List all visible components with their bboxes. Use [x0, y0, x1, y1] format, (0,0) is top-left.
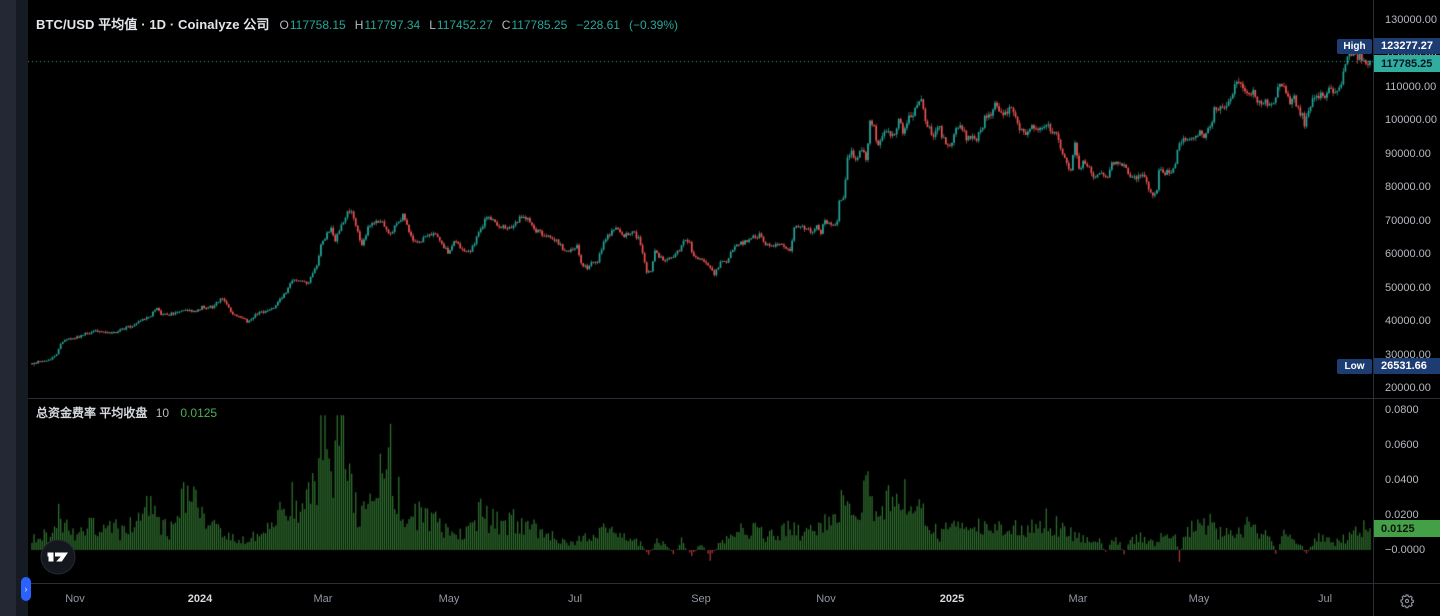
funding-value-badge: 0.0125	[1374, 520, 1440, 537]
indicator-header[interactable]: 总资金费率 平均收盘 10 0.0125	[36, 404, 217, 421]
time-axis[interactable]: Nov 2024 Mar May Jul Sep Nov 2025 Mar May Jul	[0, 584, 1440, 616]
price-axis-tick: 100000.00	[1385, 114, 1437, 127]
price-axis-tick: 90000.00	[1385, 147, 1431, 160]
price-axis-tick: 50000.00	[1385, 281, 1431, 294]
indicator-title: 总资金费率 平均收盘	[36, 406, 148, 420]
price-axis-tick: 60000.00	[1385, 248, 1431, 261]
high-label-badge: High	[1337, 39, 1372, 54]
price-axis-tick: 20000.00	[1385, 382, 1431, 394]
ohlc-number: 117452.27	[436, 18, 493, 32]
tradingview-logo[interactable]	[40, 539, 76, 575]
price-axis-separator	[1373, 0, 1374, 616]
ohlc-number: 117785.25	[511, 18, 568, 32]
time-axis-month-label: Jul	[1317, 593, 1333, 605]
funding-axis-tick: 0.0400	[1385, 474, 1419, 486]
price-chart-canvas[interactable]	[28, 0, 1373, 616]
ohlc-letter: L	[429, 18, 436, 32]
time-axis-month-label: Mar	[1068, 593, 1088, 605]
time-axis-year-label: 2025	[939, 593, 965, 605]
chevron-right-icon: ›	[24, 583, 28, 594]
ohlc-token: L 117452.27	[429, 18, 493, 32]
time-axis-month-label: Nov	[816, 593, 836, 605]
funding-axis-tick: −0.0000	[1385, 544, 1426, 556]
ohlc-letter: O	[279, 18, 289, 32]
ohlc-letter: H	[354, 18, 364, 32]
ohlc-number: 117797.34	[364, 18, 421, 32]
low-value-badge: 26531.66	[1374, 358, 1440, 374]
funding-axis-tick: 0.0800	[1385, 404, 1419, 416]
price-axis-tick: 30000.00	[1385, 348, 1431, 361]
time-axis-year-label: 2024	[187, 593, 213, 605]
price-axis-tick: 70000.00	[1385, 214, 1431, 227]
symbol-header: BTC/USD 平均值 · 1D · Coinalyze 公司 O 117758.…	[36, 14, 678, 33]
funding-axis-tick: 0.0600	[1385, 439, 1419, 451]
gear-icon[interactable]	[1399, 593, 1415, 609]
time-axis-month-label: Mar	[313, 593, 333, 605]
panel-separator[interactable]	[28, 398, 1440, 399]
price-axis-tick: 110000.00	[1385, 80, 1437, 93]
time-axis-month-label: May	[1188, 593, 1210, 605]
time-axis-month-label: Jul	[567, 593, 583, 605]
indicator-param: 10	[155, 406, 170, 420]
last-price-badge: 117785.25	[1374, 55, 1440, 72]
time-axis-separator	[28, 583, 1440, 584]
low-label-badge: Low	[1337, 359, 1372, 374]
collapsed-side-panel	[0, 0, 28, 616]
funding-axis-tick: 0.0200	[1385, 509, 1419, 521]
ohlc-token: C 117785.25	[502, 18, 568, 32]
symbol-title[interactable]: BTC/USD 平均值 · 1D · Coinalyze 公司	[36, 17, 270, 32]
ohlc-readout: O 117758.15 H 117797.34 L 117452.27 C 117785.25…	[280, 18, 679, 32]
price-axis-tick: 130000.00	[1385, 14, 1437, 26]
price-axis-tick: 80000.00	[1385, 181, 1431, 194]
time-axis-month-label: Nov	[65, 593, 85, 605]
open-panel-button[interactable]: ›	[21, 577, 31, 601]
ohlc-letter: C	[501, 18, 511, 32]
indicator-value: 0.0125	[180, 406, 218, 420]
price-axis[interactable]: 130000.00120000.00110000.00100000.009000…	[1374, 0, 1440, 583]
ohlc-token: O 117758.15	[280, 18, 346, 32]
price-axis-tick: 40000.00	[1385, 315, 1431, 328]
ohlc-token: H 117797.34	[355, 18, 421, 32]
change-value: −228.61	[576, 18, 620, 32]
change-percent: (−0.39%)	[628, 18, 679, 32]
time-axis-month-label: May	[438, 593, 460, 605]
ohlc-number: 117758.15	[289, 18, 346, 32]
high-value-badge: 123277.27	[1374, 38, 1440, 54]
time-axis-month-label: Sep	[691, 593, 711, 605]
